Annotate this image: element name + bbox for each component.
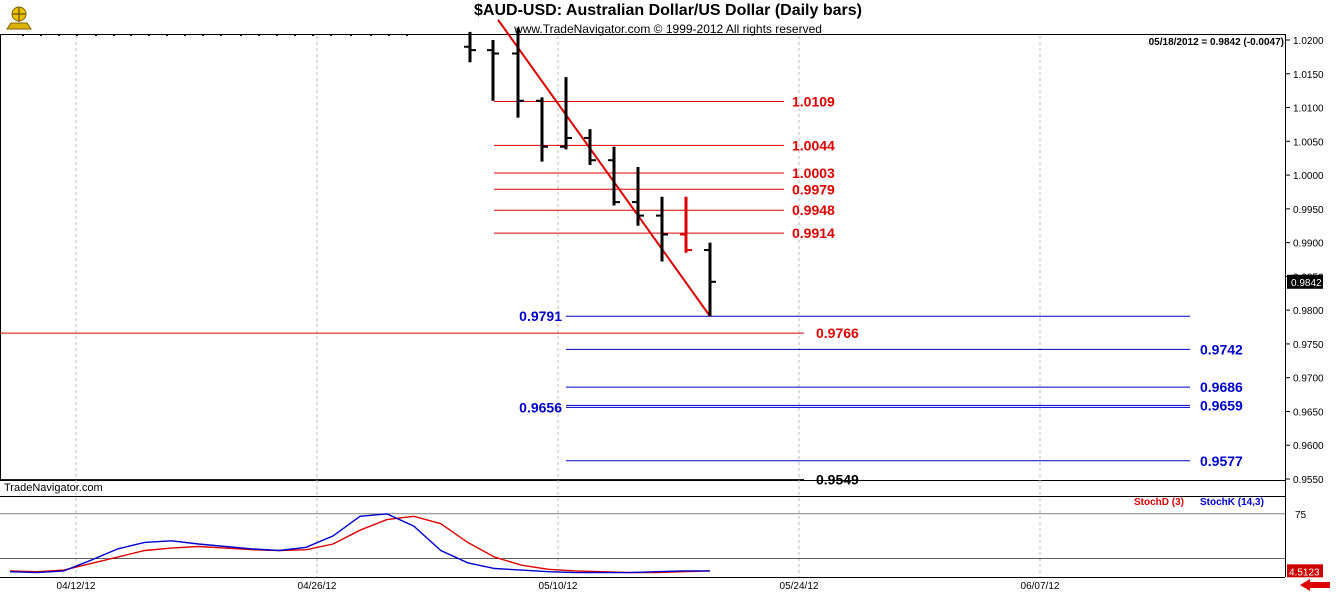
y-tick-label: 1.0200 xyxy=(1293,36,1324,47)
y-tick-label: 1.0150 xyxy=(1293,70,1324,81)
level-label: 0.9914 xyxy=(792,225,835,241)
x-tick-label: 04/12/12 xyxy=(57,581,96,592)
compressed-bar-mark xyxy=(202,34,204,36)
y-tick-label: 1.0050 xyxy=(1293,137,1324,148)
compressed-bar-mark xyxy=(58,34,60,36)
trendline xyxy=(497,19,711,317)
level-label: 0.9742 xyxy=(1200,341,1243,357)
y-tick-label: 0.9750 xyxy=(1293,340,1324,351)
ohlc-bar xyxy=(704,242,716,317)
compressed-bar-mark xyxy=(95,34,97,36)
chart-title: $AUD-USD: Australian Dollar/US Dollar (D… xyxy=(474,2,862,19)
level-label: 0.9659 xyxy=(1200,397,1243,413)
stochd-line xyxy=(9,515,711,574)
compressed-bar-mark xyxy=(130,34,132,36)
level-label: 0.9979 xyxy=(792,181,835,197)
stoch-y-tick-label: 75 xyxy=(1295,510,1307,521)
level-label: 0.9549 xyxy=(816,472,859,488)
ohlc-bar xyxy=(487,40,499,101)
level-label: 1.0003 xyxy=(792,165,835,181)
ohlc-bar xyxy=(608,146,620,206)
ohlc-bar xyxy=(512,27,524,118)
compressed-bar-mark xyxy=(240,34,242,36)
y-tick-label: 0.9900 xyxy=(1293,239,1324,250)
y-tick-label: 0.9650 xyxy=(1293,407,1324,418)
level-label: 0.9577 xyxy=(1200,453,1243,469)
last-quote-readout: 05/18/2012 = 0.9842 (-0.0047) xyxy=(1148,37,1284,48)
last-price-label: 0.9842 xyxy=(1291,278,1322,289)
y-tick-label: 0.9800 xyxy=(1293,306,1324,317)
stochk-line xyxy=(9,513,710,574)
stoch-value-label: 4.5123 xyxy=(1289,567,1320,578)
compressed-bar-mark xyxy=(312,34,314,36)
y-tick-label: 0.9950 xyxy=(1293,205,1324,216)
compressed-bar-mark xyxy=(166,34,168,36)
level-label: 0.9948 xyxy=(792,202,835,218)
watermark-label: TradeNavigator.com xyxy=(4,482,103,494)
x-tick-label: 04/26/12 xyxy=(298,581,337,592)
level-label: 0.9766 xyxy=(816,325,859,341)
compressed-bar-mark xyxy=(76,34,78,36)
y-tick-label: 0.9550 xyxy=(1293,475,1324,486)
compressed-bar-mark xyxy=(22,34,24,36)
y-tick-label: 1.0100 xyxy=(1293,104,1324,115)
compressed-bar-mark xyxy=(370,34,372,36)
compressed-bar-mark xyxy=(406,34,408,36)
compressed-bar-mark xyxy=(40,34,42,36)
x-tick-label: 05/24/12 xyxy=(780,581,819,592)
y-tick-label: 0.9600 xyxy=(1293,441,1324,452)
compressed-bar-mark xyxy=(258,34,260,36)
level-label: 0.9656 xyxy=(519,399,562,415)
compressed-bar-mark xyxy=(388,34,390,36)
y-tick-label: 1.0000 xyxy=(1293,171,1324,182)
compressed-bar-mark xyxy=(184,34,186,36)
ohlc-bar xyxy=(680,196,692,253)
y-tick-label: 0.9700 xyxy=(1293,374,1324,385)
compressed-bar-mark xyxy=(294,34,296,36)
ohlc-bar xyxy=(632,166,644,226)
compressed-bar-mark xyxy=(276,34,278,36)
x-tick-label: 06/07/12 xyxy=(1021,581,1060,592)
x-tick-label: 05/10/12 xyxy=(539,581,578,592)
compressed-bar-mark xyxy=(330,34,332,36)
level-label: 0.9686 xyxy=(1200,379,1243,395)
level-label: 0.9791 xyxy=(519,308,562,324)
ohlc-bar xyxy=(560,77,572,150)
trade-navigator-logo-icon xyxy=(3,3,35,33)
compressed-bar-mark xyxy=(113,34,115,36)
legend-stochd: StochD (3) xyxy=(1134,497,1184,508)
compressed-bar-mark xyxy=(350,34,352,36)
legend-stochk: StochK (14,3) xyxy=(1200,497,1264,508)
ohlc-bar xyxy=(464,31,476,63)
scroll-left-arrow-icon[interactable] xyxy=(1298,578,1332,592)
compressed-bar-mark xyxy=(148,34,150,36)
ohlc-bar xyxy=(536,97,548,162)
copyright-notice: www.TradeNavigator.com © 1999-2012 All r… xyxy=(514,22,822,36)
compressed-bar-mark xyxy=(220,34,222,36)
level-label: 1.0109 xyxy=(792,93,835,109)
last-price-box xyxy=(1287,274,1323,289)
ohlc-bar xyxy=(584,129,596,165)
ohlc-bar xyxy=(656,196,668,262)
stoch-value-box xyxy=(1287,564,1323,578)
level-label: 1.0044 xyxy=(792,137,835,153)
